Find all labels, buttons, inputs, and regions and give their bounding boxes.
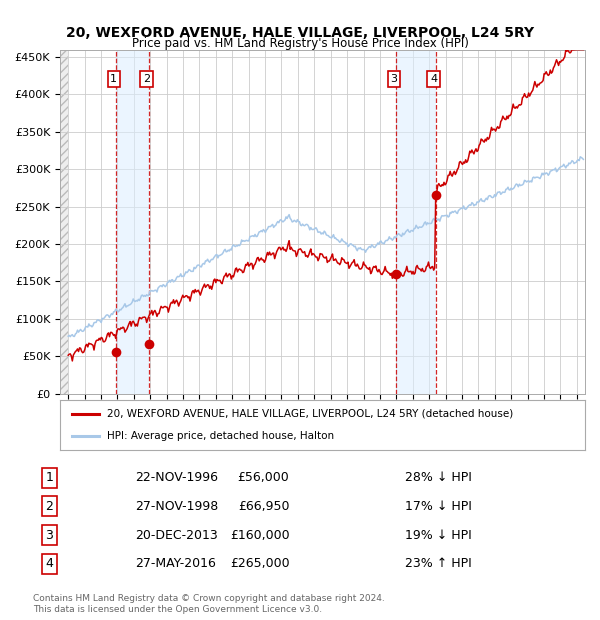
Text: £66,950: £66,950 bbox=[238, 500, 289, 513]
Text: 4: 4 bbox=[430, 74, 437, 84]
Text: 27-MAY-2016: 27-MAY-2016 bbox=[135, 557, 216, 570]
Text: 20, WEXFORD AVENUE, HALE VILLAGE, LIVERPOOL, L24 5RY: 20, WEXFORD AVENUE, HALE VILLAGE, LIVERP… bbox=[66, 26, 534, 40]
Text: 20, WEXFORD AVENUE, HALE VILLAGE, LIVERPOOL, L24 5RY (detached house): 20, WEXFORD AVENUE, HALE VILLAGE, LIVERP… bbox=[107, 409, 514, 419]
Text: 3: 3 bbox=[391, 74, 397, 84]
Text: 2: 2 bbox=[46, 500, 53, 513]
Text: £160,000: £160,000 bbox=[230, 529, 289, 542]
Text: HPI: Average price, detached house, Halton: HPI: Average price, detached house, Halt… bbox=[107, 431, 334, 441]
Text: 19% ↓ HPI: 19% ↓ HPI bbox=[406, 529, 472, 542]
Text: Price paid vs. HM Land Registry's House Price Index (HPI): Price paid vs. HM Land Registry's House … bbox=[131, 37, 469, 50]
Text: 23% ↑ HPI: 23% ↑ HPI bbox=[406, 557, 472, 570]
Text: 2: 2 bbox=[143, 74, 150, 84]
Text: 20-DEC-2013: 20-DEC-2013 bbox=[135, 529, 218, 542]
Text: 17% ↓ HPI: 17% ↓ HPI bbox=[406, 500, 472, 513]
Bar bbox=[60, 50, 68, 394]
Text: Contains HM Land Registry data © Crown copyright and database right 2024.: Contains HM Land Registry data © Crown c… bbox=[33, 593, 385, 603]
Text: £265,000: £265,000 bbox=[230, 557, 289, 570]
Text: 1: 1 bbox=[46, 471, 53, 484]
Text: £56,000: £56,000 bbox=[238, 471, 289, 484]
Text: 4: 4 bbox=[46, 557, 53, 570]
Bar bbox=[116, 50, 149, 394]
Text: 22-NOV-1996: 22-NOV-1996 bbox=[135, 471, 218, 484]
Text: 27-NOV-1998: 27-NOV-1998 bbox=[135, 500, 218, 513]
Text: 1: 1 bbox=[110, 74, 118, 84]
Text: This data is licensed under the Open Government Licence v3.0.: This data is licensed under the Open Gov… bbox=[33, 604, 322, 614]
Bar bbox=[396, 50, 436, 394]
Text: 28% ↓ HPI: 28% ↓ HPI bbox=[406, 471, 472, 484]
Text: 3: 3 bbox=[46, 529, 53, 542]
